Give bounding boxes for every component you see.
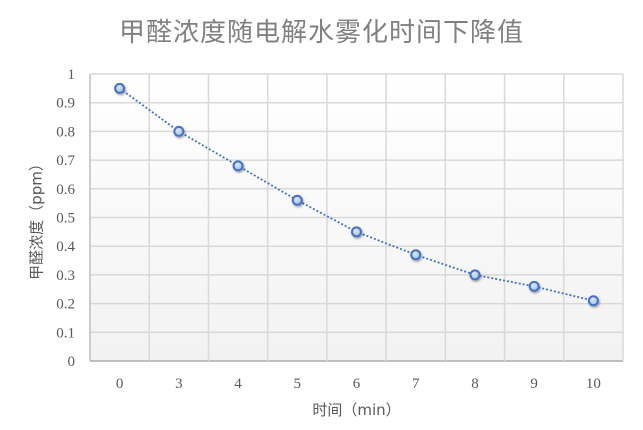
y-tick-label: 1: [68, 67, 76, 83]
data-point-marker: [114, 82, 126, 94]
y-axis-ticks: 0 0.1 0.2 0.3 0.4 0.5 0.6 0.7 0.8 0.9 1: [56, 67, 75, 370]
x-tick-label: 3: [175, 376, 183, 392]
x-tick-label: 7: [412, 376, 420, 392]
y-tick-label: 0.8: [56, 124, 75, 140]
y-tick-label: 0.4: [56, 239, 75, 255]
x-tick-label: 10: [586, 376, 601, 392]
data-markers: [114, 82, 599, 307]
y-tick-label: 0: [68, 354, 76, 370]
x-axis-ticks: 0 3 4 5 6 7 8 9 10: [116, 376, 601, 392]
data-point-marker: [291, 194, 303, 206]
data-point-marker: [173, 125, 185, 137]
x-tick-label: 6: [353, 376, 361, 392]
data-point-marker: [351, 226, 362, 238]
y-axis-label: 甲醛浓度（ppm）: [27, 156, 46, 280]
gridlines: [89, 73, 624, 362]
y-tick-label: 0.2: [56, 297, 75, 313]
y-tick-label: 0.6: [56, 182, 75, 198]
chart-title: 甲醛浓度随电解水雾化时间下降值: [118, 18, 524, 48]
x-tick-label: 4: [234, 376, 242, 392]
data-point-marker: [232, 160, 244, 172]
x-tick-label: 0: [116, 376, 124, 392]
x-axis-label: 时间（min）: [312, 401, 401, 419]
y-tick-label: 0.1: [56, 325, 75, 341]
data-point-marker: [528, 280, 540, 292]
y-tick-label: 0.9: [56, 96, 75, 112]
data-point-marker: [410, 249, 422, 261]
x-tick-label: 9: [530, 376, 538, 392]
y-tick-label: 0.5: [56, 211, 75, 227]
x-tick-label: 5: [294, 376, 302, 392]
data-point-marker: [469, 269, 481, 281]
y-tick-label: 0.7: [56, 153, 75, 169]
y-tick-label: 0.3: [56, 268, 75, 284]
data-point-marker: [587, 295, 599, 307]
x-tick-label: 8: [471, 376, 479, 392]
